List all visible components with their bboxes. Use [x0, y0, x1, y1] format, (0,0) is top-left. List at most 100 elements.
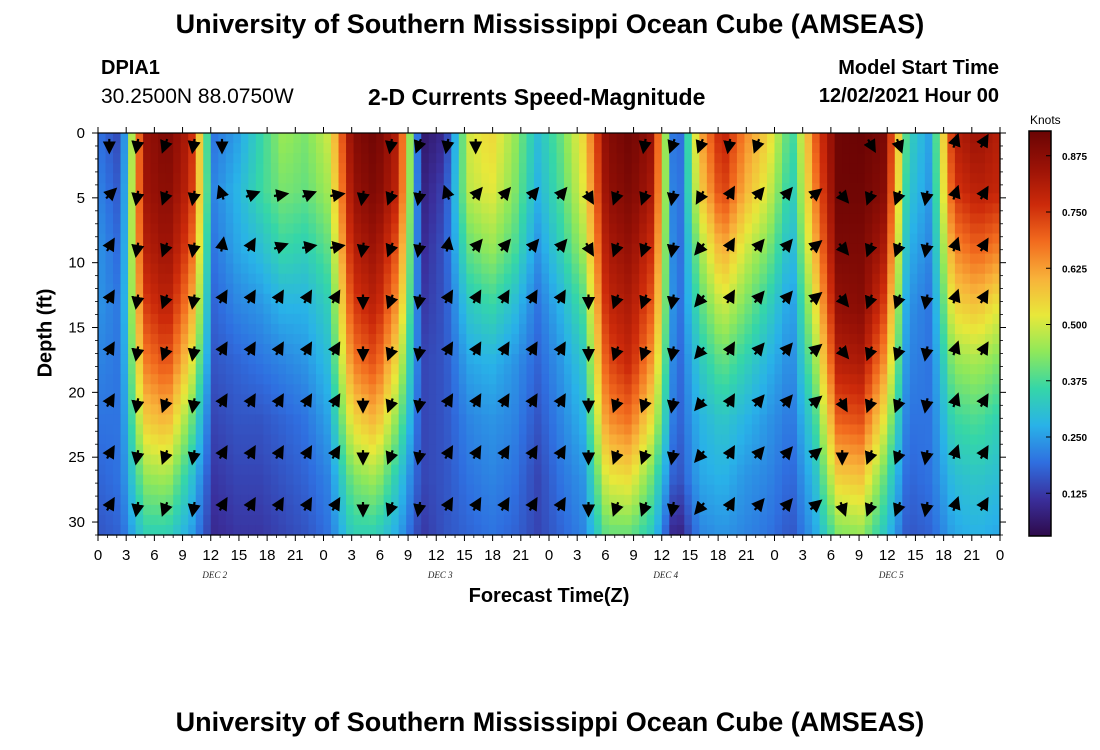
heat-cell: [564, 223, 573, 235]
heat-cell: [947, 354, 956, 365]
heat-cell: [353, 203, 362, 214]
heat-cell: [751, 404, 761, 415]
heat-cell: [992, 303, 1001, 315]
heat-cell: [586, 384, 595, 395]
heat-cell: [954, 434, 964, 446]
heat-cell: [699, 484, 708, 496]
heat-cell: [834, 203, 843, 214]
heat-cell: [977, 354, 986, 365]
heat-cell: [406, 394, 415, 405]
current-arrow: [864, 294, 878, 310]
heat-cell: [308, 273, 317, 285]
heat-cell: [218, 273, 227, 285]
heat-cell: [120, 213, 129, 225]
heat-cell: [789, 253, 798, 265]
heat-cell: [496, 213, 505, 225]
heat-cell: [331, 283, 340, 295]
heat-cell: [744, 223, 753, 235]
heat-cell: [285, 243, 295, 255]
heat-cell: [812, 253, 821, 265]
heat-cell: [932, 434, 941, 446]
heat-cell: [601, 334, 610, 345]
heat-cell: [751, 514, 761, 526]
heat-cell: [594, 213, 603, 225]
heat-cell: [609, 364, 618, 375]
heat-cell: [406, 434, 415, 446]
heat-cell: [834, 524, 843, 536]
heat-cell: [210, 454, 219, 466]
heat-cell: [842, 143, 851, 154]
heat-cell: [969, 474, 979, 486]
heat-cell: [789, 213, 798, 225]
heat-cell: [391, 354, 400, 365]
heat-cell: [549, 354, 558, 365]
heat-cell: [601, 484, 610, 496]
heat-cell: [766, 173, 776, 184]
heat-cell: [353, 514, 362, 526]
heat-cell: [586, 263, 595, 275]
heat-cell: [368, 283, 377, 295]
heat-cell: [458, 424, 467, 436]
heat-cell: [248, 323, 257, 335]
heat-cell: [774, 223, 783, 235]
heat-cell: [676, 374, 685, 385]
heat-cell: [902, 364, 911, 375]
heat-cell: [225, 424, 234, 436]
heat-cell: [864, 273, 873, 285]
heat-cell: [969, 293, 979, 305]
heat-cell: [872, 253, 881, 265]
heat-cell: [917, 444, 926, 456]
heat-cell: [541, 203, 550, 214]
heat-cell: [834, 303, 843, 315]
heat-cell: [646, 233, 655, 245]
heat-cell: [887, 474, 896, 486]
heat-cell: [947, 334, 956, 345]
heat-cell: [278, 273, 287, 285]
heat-cell: [481, 223, 490, 235]
heat-cell: [533, 173, 543, 184]
heat-cell: [263, 163, 272, 174]
heat-cell: [556, 223, 565, 235]
heat-cell: [834, 444, 843, 456]
current-arrow: [243, 393, 256, 408]
current-arrow: [469, 186, 483, 202]
heat-cell: [639, 374, 648, 385]
heat-cell: [248, 524, 257, 536]
heat-cell: [240, 223, 249, 235]
heat-cell: [571, 394, 580, 405]
heat-cell: [300, 133, 310, 144]
heat-cell: [646, 424, 655, 436]
heat-cell: [706, 394, 715, 405]
heat-cell: [541, 474, 550, 486]
heat-cell: [105, 484, 114, 496]
heat-cell: [714, 514, 723, 526]
heat-cell: [203, 163, 212, 174]
heat-cell: [428, 464, 437, 476]
heat-cell: [879, 384, 888, 395]
heat-cell: [180, 434, 189, 446]
heat-cell: [774, 434, 783, 446]
heat-cell: [887, 374, 896, 385]
heat-cell: [195, 163, 204, 174]
heat-cell: [721, 223, 730, 235]
heat-cell: [518, 384, 528, 395]
heat-cell: [571, 364, 580, 375]
heat-cell: [406, 464, 415, 476]
heat-cell: [541, 243, 550, 255]
heat-cell: [496, 374, 505, 385]
heat-cell: [308, 153, 317, 164]
heat-cell: [639, 514, 648, 526]
heat-cell: [240, 354, 249, 365]
heat-cell: [849, 163, 858, 174]
heat-cell: [729, 323, 738, 335]
heat-cell: [669, 323, 678, 335]
heat-cell: [428, 133, 437, 144]
heat-cell: [225, 243, 234, 255]
heat-cell: [98, 133, 107, 144]
heat-cell: [113, 454, 122, 466]
heat-cell: [684, 424, 693, 436]
heat-cell: [315, 183, 325, 194]
current-arrow: [385, 294, 399, 310]
heat-cell: [556, 354, 565, 365]
heat-cell: [812, 474, 821, 486]
